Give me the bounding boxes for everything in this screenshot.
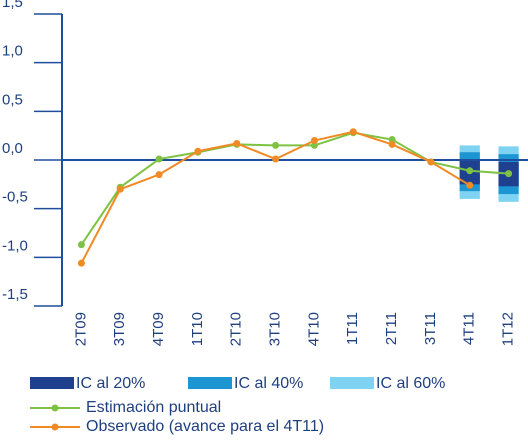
point: [194, 147, 202, 155]
legend-swatch: [330, 377, 374, 389]
point: [388, 136, 396, 144]
x-tick-label: 2T11: [383, 312, 400, 345]
legend-swatch: [30, 377, 74, 389]
y-tick-label: 1,0: [2, 43, 23, 60]
point: [310, 137, 318, 145]
point: [272, 141, 280, 149]
x-tick-label: 4T11: [461, 312, 478, 345]
line: [80, 131, 509, 246]
x-tick-label: 3T09: [111, 312, 128, 346]
point: [505, 170, 513, 178]
y-tick-label: -1,0: [2, 237, 28, 254]
point: [272, 155, 280, 163]
x-tick-label: 3T11: [422, 312, 439, 345]
point: [349, 128, 357, 136]
legend-label: IC al 20%: [76, 375, 145, 392]
point: [466, 167, 474, 175]
x-tick-label: 1T11: [344, 312, 361, 345]
legend-label: IC al 40%: [234, 375, 303, 392]
point: [77, 241, 85, 249]
point: [155, 155, 163, 163]
point: [155, 171, 163, 179]
point: [427, 158, 435, 166]
point: [77, 259, 85, 267]
point: [388, 140, 396, 148]
x-tick-label: 2T09: [72, 312, 89, 346]
x-tick-label: 1T10: [189, 312, 206, 346]
y-tick-label: -0,5: [2, 189, 28, 206]
x-tick-label: 3T10: [267, 312, 284, 346]
legend-label: IC al 60%: [376, 375, 445, 392]
x-tick-label: 4T09: [150, 312, 167, 346]
y-tick-label: 0,0: [2, 140, 23, 157]
x-tick-label: 2T10: [228, 312, 245, 346]
legend-marker: [51, 404, 59, 412]
point: [233, 139, 241, 147]
legend-label: Observado (avance para el 4T11): [86, 418, 324, 435]
legend-marker: [51, 423, 59, 431]
y-tick-label: -1,5: [2, 286, 28, 303]
point: [310, 141, 318, 149]
legend-label: Estimación puntual: [86, 399, 221, 416]
point: [466, 181, 474, 189]
y-tick-label: 0,5: [2, 91, 23, 108]
legend-swatch: [188, 377, 232, 389]
x-tick-label: 1T12: [500, 312, 517, 346]
y-tick-label: 1,5: [2, 0, 23, 11]
x-tick-label: 4T10: [305, 312, 322, 346]
point: [116, 185, 124, 193]
